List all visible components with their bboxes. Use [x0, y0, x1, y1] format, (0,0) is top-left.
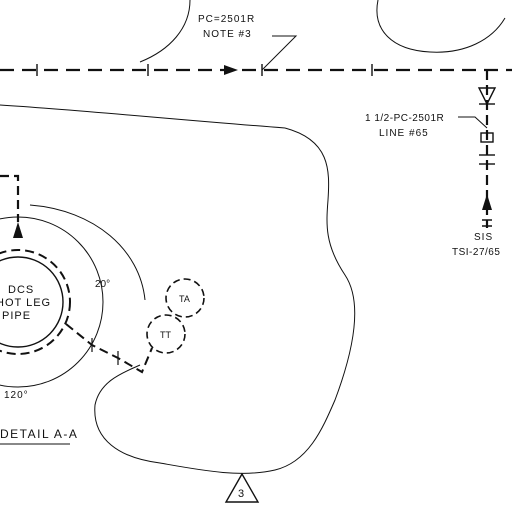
contour-inner-arc — [29, 204, 146, 301]
detail-title: DETAIL A-A — [0, 427, 78, 441]
instrument-tt-label: TT — [160, 330, 171, 340]
line-ref-right-label: LINE #65 — [379, 128, 429, 139]
triangle-number: 3 — [238, 488, 244, 500]
branch-ticks — [91, 338, 119, 365]
instrument-ta-bubble — [165, 278, 205, 318]
note-top-label: NOTE #3 — [203, 29, 252, 40]
valve-body-icon — [480, 132, 494, 143]
angle-arc-circle — [0, 216, 104, 388]
outer-dashed-circle — [0, 249, 71, 355]
pipe-spec-top-label: PC=2501R — [198, 14, 255, 25]
contour-upper-left — [0, 104, 286, 129]
instrument-ta-label: TA — [179, 294, 190, 304]
angle-20-label: 20° — [95, 279, 110, 290]
drum-label-line3: PIPE — [2, 310, 31, 322]
instrument-tee-icon — [482, 219, 492, 227]
pipe-spec-right-label: 1 1/2-PC-2501R — [365, 113, 444, 124]
leader-note-top — [261, 35, 298, 71]
angle-120-label: 120° — [4, 390, 29, 401]
sis-tag-label: TSI-27/65 — [452, 247, 500, 258]
drum-label-line2: HOT LEG — [0, 297, 51, 309]
contour-main — [94, 127, 356, 474]
flow-arrow-drum-icon — [13, 222, 23, 238]
drum-label-line1: DCS — [8, 284, 34, 296]
contour-top — [139, 0, 506, 63]
leader-right — [458, 116, 488, 129]
reference-triangle-icon — [224, 472, 260, 503]
instrument-tt-bubble — [146, 314, 186, 354]
check-valve-icon — [477, 87, 497, 106]
left-route-line — [0, 174, 20, 222]
instrument-branch-line — [65, 323, 153, 374]
flow-arrow-icon — [224, 65, 238, 75]
sis-label: SIS — [474, 232, 493, 243]
flow-arrow-up-icon — [482, 194, 492, 210]
inner-pipe-circle — [0, 256, 64, 348]
